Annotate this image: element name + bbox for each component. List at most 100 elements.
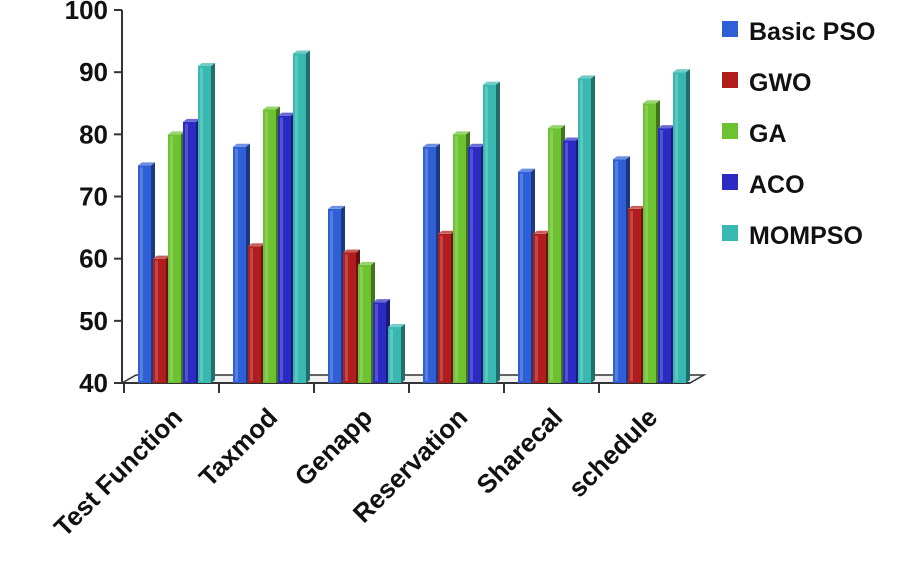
bar-highlight (615, 161, 618, 381)
bar-top (183, 118, 200, 122)
bar-highlight (170, 136, 173, 381)
bar (198, 62, 215, 383)
bar-front (628, 208, 641, 383)
bar-highlight (470, 148, 473, 381)
bar-top (168, 131, 185, 135)
bar-top (388, 324, 405, 328)
bar-top (248, 243, 265, 247)
bar-front (483, 84, 496, 383)
bar-top (518, 168, 535, 172)
legend-label: Basic PSO (749, 18, 875, 46)
bar-front (613, 159, 626, 383)
bar-front (198, 65, 211, 383)
bar-highlight (425, 148, 428, 381)
bar-side (211, 62, 215, 383)
bar (263, 106, 280, 383)
legend-item: Basic PSO (722, 18, 875, 46)
bar-highlight (520, 173, 523, 381)
bar (658, 125, 675, 383)
bar-top (153, 255, 170, 259)
legend-item: GWO (722, 69, 812, 97)
bar-highlight (630, 210, 633, 381)
bar-front (518, 171, 531, 383)
y-tick-label: 70 (79, 182, 108, 212)
bar-front (168, 134, 181, 383)
bar-top (628, 205, 645, 209)
bar-front (658, 128, 671, 383)
bar-front (263, 109, 276, 383)
bar-front (643, 103, 656, 383)
y-axis-ticks: 40 50 60 70 80 90 100 (65, 0, 122, 398)
bar-side (401, 324, 405, 383)
bar-side (496, 81, 500, 383)
bar (293, 50, 310, 384)
bar (468, 143, 485, 383)
bar-front (153, 258, 166, 383)
bar-top (578, 75, 595, 79)
bar (483, 81, 500, 383)
bar-front (278, 115, 291, 383)
bar-front (183, 121, 196, 384)
bar-highlight (580, 80, 583, 381)
bar-highlight (330, 210, 333, 381)
x-category-label: Taxmod (193, 402, 283, 492)
bar-top (438, 230, 455, 234)
bar (388, 324, 405, 383)
bar-highlight (155, 260, 158, 381)
bar-front (533, 233, 546, 383)
bar-top (483, 81, 500, 85)
bar (643, 100, 660, 383)
legend-swatch (722, 174, 738, 190)
bar-top (343, 249, 360, 253)
bar (438, 230, 455, 383)
bar-highlight (485, 86, 488, 381)
legend-swatch (722, 21, 738, 37)
bar-front (548, 128, 561, 383)
bar-highlight (660, 130, 663, 381)
bar (423, 143, 440, 383)
bar-top (533, 230, 550, 234)
bar-highlight (200, 67, 203, 381)
bar-highlight (265, 111, 268, 381)
y-tick-label: 40 (79, 368, 108, 398)
bar-highlight (295, 55, 298, 382)
bar-front (293, 53, 306, 384)
bar (628, 205, 645, 383)
bar-front (423, 146, 436, 383)
bar (183, 118, 200, 384)
bar-top (563, 137, 580, 141)
bar-highlight (455, 136, 458, 381)
x-category-label: Test Function (48, 402, 188, 542)
bar-front (248, 246, 261, 383)
y-tick-label: 100 (65, 0, 108, 25)
bar-highlight (550, 130, 553, 381)
bar-front (388, 327, 401, 383)
bar (518, 168, 535, 383)
bar-front (358, 264, 371, 383)
x-category-label: Sharecal (470, 402, 568, 500)
bar (578, 75, 595, 383)
bar-front (578, 78, 591, 383)
bar-top (263, 106, 280, 110)
bar-front (328, 208, 341, 383)
bar-highlight (280, 117, 283, 381)
bar-highlight (185, 123, 188, 382)
bar (168, 131, 185, 383)
bar-top (643, 100, 660, 104)
bar-top (423, 143, 440, 147)
legend-swatch (722, 123, 738, 139)
legend: Basic PSO GWO GA ACO MOMPSO (722, 18, 875, 250)
bar-highlight (360, 266, 363, 381)
bar-top (453, 131, 470, 135)
x-category-label: schedule (562, 402, 663, 503)
bar (563, 137, 580, 383)
bar-highlight (140, 167, 143, 381)
y-tick-label: 60 (79, 244, 108, 274)
bar (358, 261, 375, 383)
bar (153, 255, 170, 383)
legend-label: GWO (749, 69, 812, 97)
bar (343, 249, 360, 383)
bar-top (613, 156, 630, 160)
bar-top (548, 125, 565, 129)
